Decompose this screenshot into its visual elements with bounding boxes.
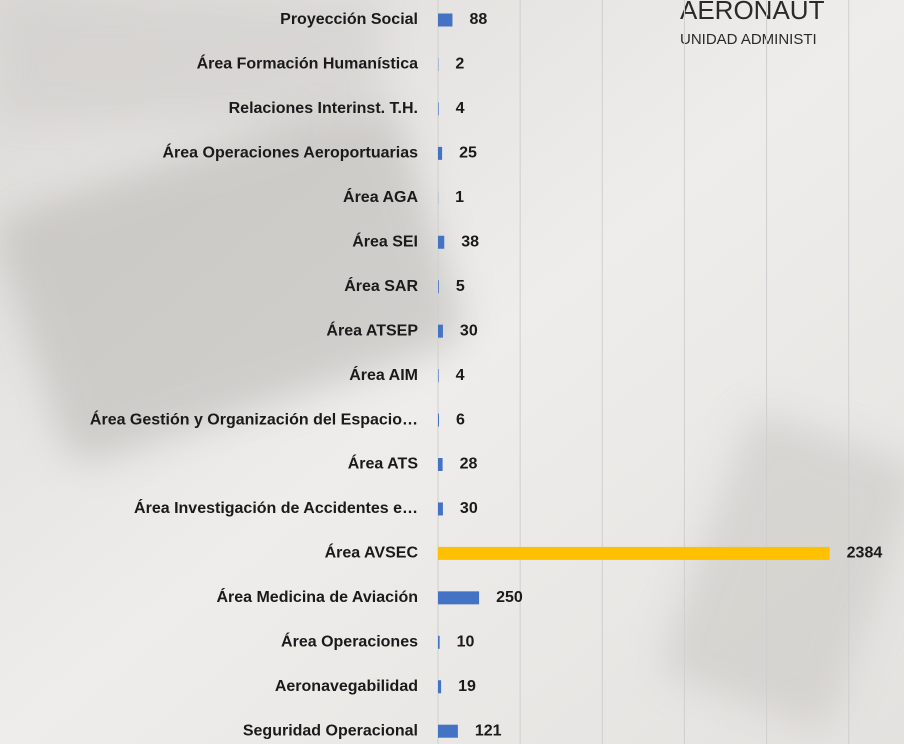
y-tick-label: Área ATS [348, 454, 419, 473]
data-label: 6 [456, 411, 465, 428]
data-label: 38 [461, 233, 479, 250]
data-label: 250 [496, 589, 523, 606]
bar [438, 413, 439, 427]
y-tick-label: Área Operaciones [281, 632, 418, 651]
y-tick-label: Área Operaciones Aeroportuarias [163, 143, 419, 162]
logo-text: AERONAUT [680, 0, 825, 25]
data-label: 19 [458, 678, 476, 695]
data-label: 30 [460, 322, 478, 339]
bar [438, 146, 443, 160]
data-label: 121 [475, 722, 502, 739]
bar [438, 324, 443, 338]
data-label: 10 [457, 634, 475, 651]
data-label: 2 [455, 56, 464, 73]
bar [438, 235, 445, 249]
data-label: 25 [459, 145, 477, 162]
bar [438, 280, 439, 294]
logo-subtext: UNIDAD ADMINISTI [680, 31, 817, 48]
data-label: 30 [460, 500, 478, 517]
y-tick-label: Área Formación Humanística [197, 54, 419, 73]
y-tick-label: Área Medicina de Aviación [216, 587, 418, 606]
data-label: 28 [460, 456, 478, 473]
data-label: 1 [455, 189, 464, 206]
bar [438, 635, 440, 649]
data-label: 4 [456, 100, 465, 117]
bar [438, 724, 458, 738]
y-tick-label: Área AVSEC [325, 543, 419, 562]
y-tick-label: Relaciones Interinst. T.H. [229, 100, 418, 117]
bar [438, 458, 443, 471]
data-label: 2384 [847, 545, 883, 562]
data-label: 4 [456, 367, 465, 384]
bar [438, 591, 480, 605]
data-label: 5 [456, 278, 465, 295]
y-tick-label: Área Gestión y Organización del Espacio… [90, 409, 418, 428]
bar [438, 680, 442, 694]
y-tick-label: Área SEI [352, 231, 418, 250]
y-tick-label: Proyección Social [280, 11, 418, 28]
y-tick-label: Área ATSEP [326, 320, 418, 339]
bar [438, 546, 830, 560]
y-tick-label: Seguridad Operacional [243, 722, 418, 739]
y-tick-label: Área Investigación de Accidentes e… [134, 498, 418, 517]
y-tick-label: Área SAR [344, 276, 418, 295]
bar [438, 102, 439, 116]
data-label: 88 [469, 11, 487, 28]
bar [438, 13, 453, 27]
y-tick-label: Área AGA [343, 187, 418, 206]
y-tick-label: Área AIM [349, 365, 418, 384]
bar [438, 369, 439, 383]
bar [438, 502, 443, 516]
y-tick-label: Aeronavegabilidad [275, 678, 418, 695]
